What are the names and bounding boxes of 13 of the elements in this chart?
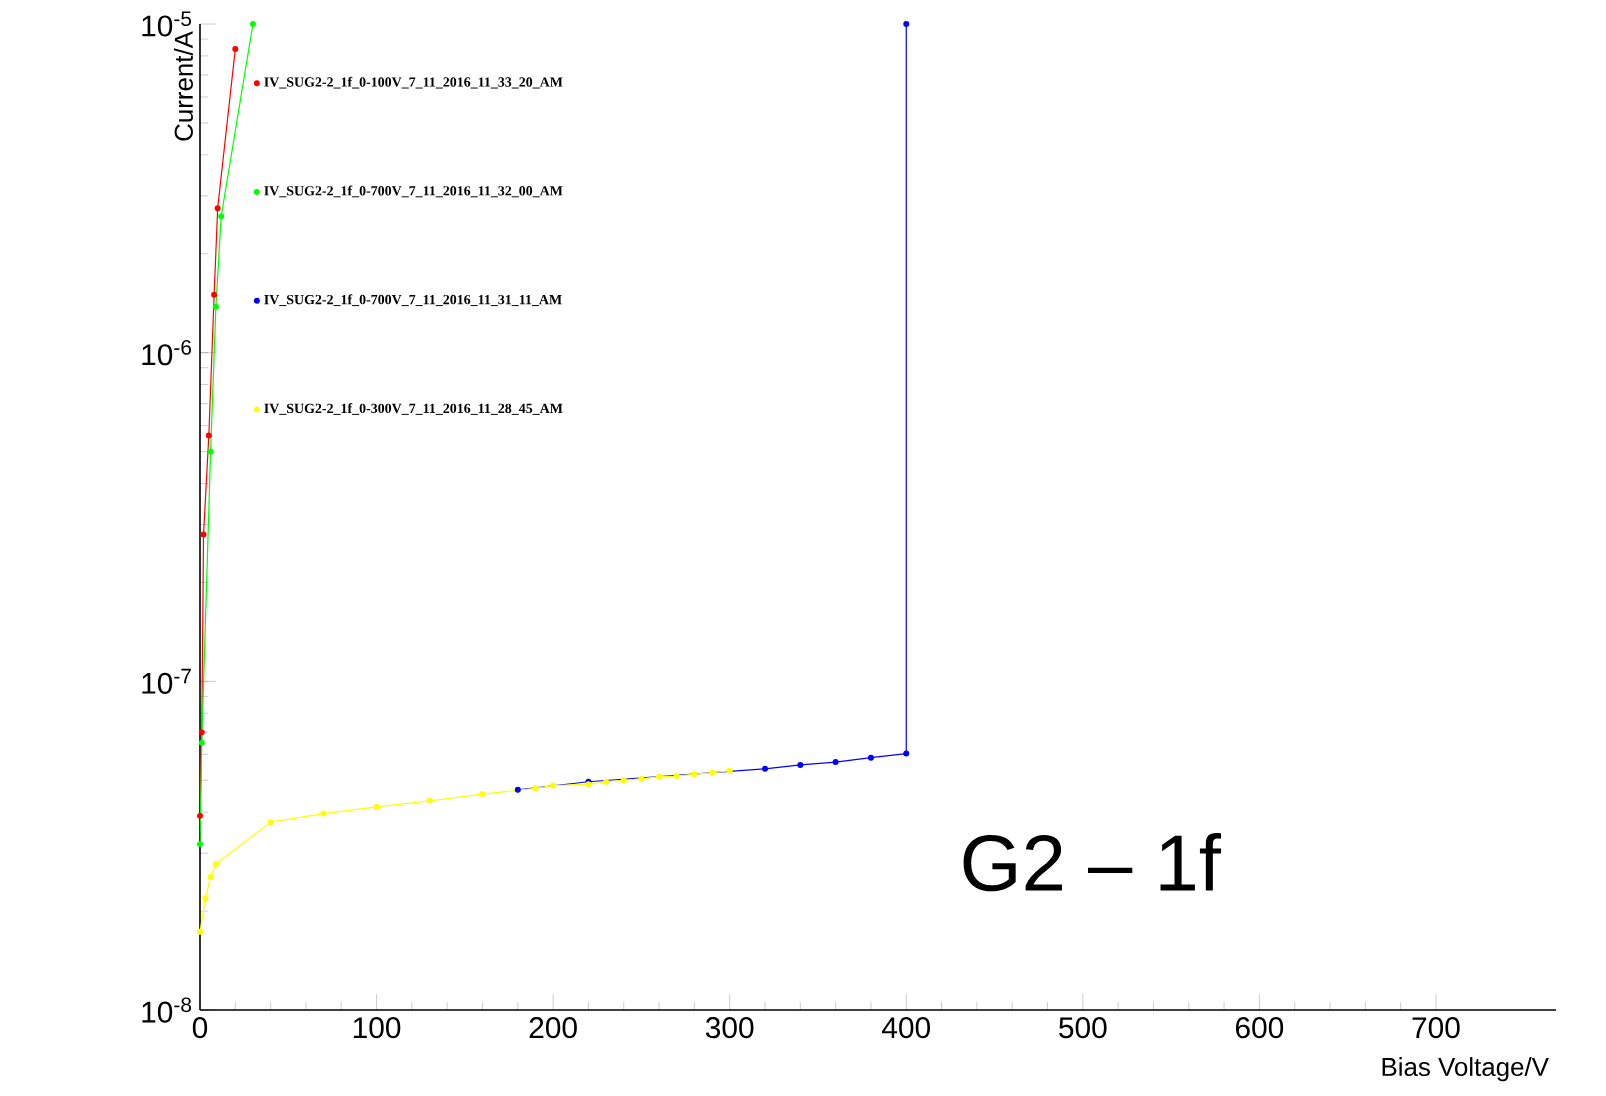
x-tick-label: 300 [705,1017,754,1039]
annotation: G2 – 1f [963,832,1222,892]
x-tick-label: 700 [1412,1017,1460,1039]
x-tick-label: 100 [353,1017,401,1039]
x-tick-label: 500 [1059,1017,1107,1039]
x-axis-title: Bias Voltage/V [1382,1057,1549,1082]
y-tick-label: 10$^{-6}$ [142,340,192,366]
x-tick-label: 200 [529,1017,577,1039]
y-tick-label: 10$^{-8}$ [142,997,192,1023]
y-tick-label: 10$^{-7}$ [142,668,191,694]
x-tick-label: 600 [1235,1017,1284,1039]
x-tick-label: 0 [192,1017,208,1039]
x-tick-label: 400 [882,1017,930,1039]
